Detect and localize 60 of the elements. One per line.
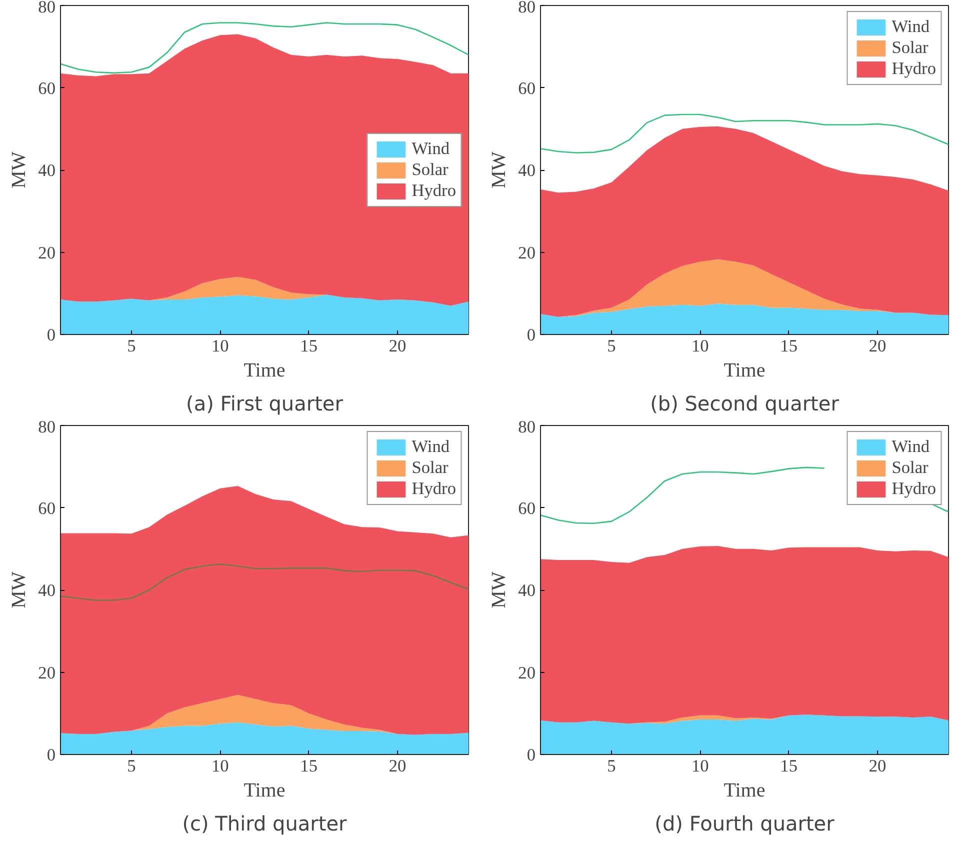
x-tick-label: 5 [127,756,136,776]
y-axis-title: MW [8,152,30,188]
legend-label: Solar [412,458,448,478]
y-axis-title: MW [8,572,30,608]
x-tick-label: 15 [780,756,798,776]
y-tick-label: 20 [38,663,56,682]
y-tick-label: 60 [518,498,536,518]
x-tick-label: 15 [780,336,798,356]
text: (a) First quarter [186,392,344,416]
x-tick-label: 5 [127,336,136,356]
y-tick-label: 80 [38,418,56,436]
x-tick-label: 5 [607,336,616,356]
legend-label: Hydro [892,59,936,79]
y-tick-label: 20 [518,663,536,682]
y-tick-label: 0 [526,326,536,344]
x-tick-label: 10 [691,336,709,356]
x-tick-label: 20 [868,756,886,776]
y-axis-title: MW [488,572,510,608]
x-axis-title: Time [724,780,766,802]
y-tick-label: 80 [518,418,536,436]
x-tick-label: 20 [868,336,886,356]
x-tick-label: 15 [300,756,318,776]
y-tick-label: 60 [38,78,56,98]
legend-label: Wind [892,17,930,37]
y-tick-label: 40 [518,161,536,180]
x-tick-label: 10 [211,336,229,356]
y-axis-title: MW [488,152,510,188]
legend-label: Solar [892,458,928,478]
y-tick-label: 80 [518,0,536,16]
text: (b) Second quarter [650,392,840,416]
y-tick-label: 0 [46,746,56,764]
y-tick-label: 80 [38,0,56,16]
text: (c) Third quarter [182,812,348,836]
x-tick-label: 20 [388,756,406,776]
y-tick-label: 60 [518,78,536,98]
y-tick-label: 0 [526,746,536,764]
text: (d) Fourth quarter [654,812,836,836]
y-tick-label: 40 [518,581,536,600]
legend-label: Hydro [892,479,936,499]
x-tick-label: 5 [607,756,616,776]
legend-label: Wind [892,437,930,457]
x-tick-label: 15 [300,336,318,356]
y-tick-label: 40 [38,161,56,180]
legend-label: Solar [892,38,928,58]
x-axis-title: Time [244,360,286,382]
y-tick-label: 20 [38,243,56,262]
y-tick-label: 60 [38,498,56,518]
legend-label: Hydro [412,479,456,499]
legend-label: Hydro [412,180,456,200]
x-axis-title: Time [244,780,286,802]
x-tick-label: 10 [211,756,229,776]
legend-label: Wind [412,437,450,457]
legend-label: Solar [412,160,448,180]
x-tick-label: 20 [388,336,406,356]
y-tick-label: 0 [46,326,56,344]
y-tick-label: 40 [38,581,56,600]
legend-label: Wind [412,138,450,158]
x-tick-label: 10 [691,756,709,776]
x-axis-title: Time [724,360,766,382]
y-tick-label: 20 [518,243,536,262]
